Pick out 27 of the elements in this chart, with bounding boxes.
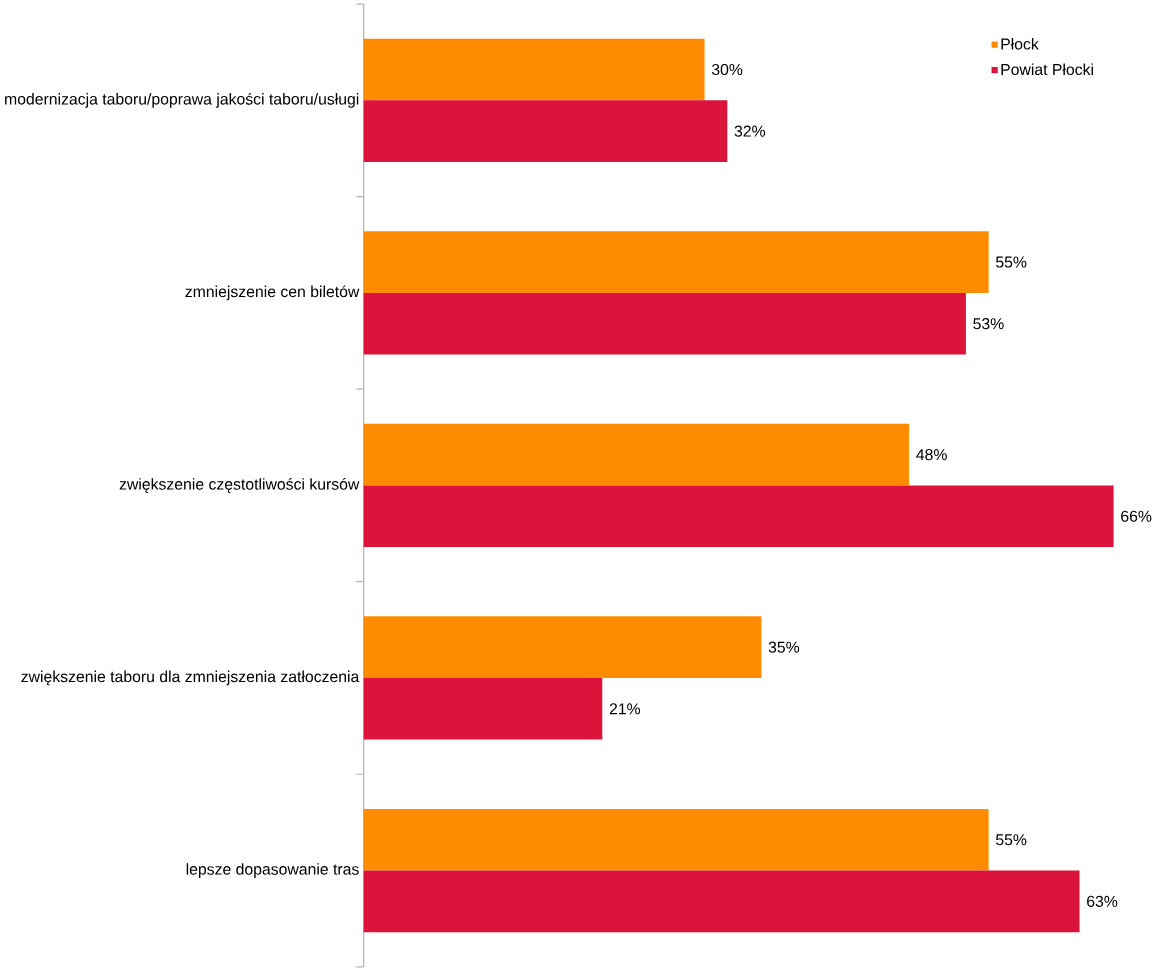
bar bbox=[363, 38, 705, 101]
y-tick-label: lepsze dopasowanie tras bbox=[186, 863, 359, 878]
data-label: 55% bbox=[995, 834, 1027, 846]
data-label: 30% bbox=[711, 64, 743, 76]
legend-label: Płock bbox=[1001, 38, 1039, 50]
bar bbox=[363, 292, 966, 355]
y-tick-label: zwiększenie częstotliwości kursów bbox=[119, 478, 360, 493]
data-label: 21% bbox=[609, 703, 641, 715]
data-label: 53% bbox=[973, 318, 1004, 330]
legend-label: Powiat Płocki bbox=[1001, 63, 1093, 76]
data-label: 48% bbox=[916, 449, 947, 461]
data-label: 35% bbox=[768, 641, 800, 653]
bar bbox=[363, 100, 728, 163]
bar bbox=[363, 485, 1114, 548]
y-tick-label: modernizacja taboru/poprawa jakości taboru/usługi bbox=[5, 92, 359, 108]
bar bbox=[363, 809, 989, 871]
bar bbox=[363, 231, 989, 293]
bar bbox=[363, 616, 762, 679]
data-label: 32% bbox=[734, 125, 766, 137]
data-label: 55% bbox=[995, 256, 1027, 268]
y-tick-label: zmniejszenie cen biletów bbox=[185, 285, 360, 301]
bar bbox=[363, 423, 910, 486]
data-label: 66% bbox=[1121, 510, 1152, 522]
data-label: 63% bbox=[1087, 895, 1118, 908]
bar bbox=[363, 870, 1080, 933]
bar bbox=[363, 678, 603, 740]
y-tick-label: zwiększenie taboru dla zmniejszenia zatłoczenia bbox=[21, 670, 360, 686]
